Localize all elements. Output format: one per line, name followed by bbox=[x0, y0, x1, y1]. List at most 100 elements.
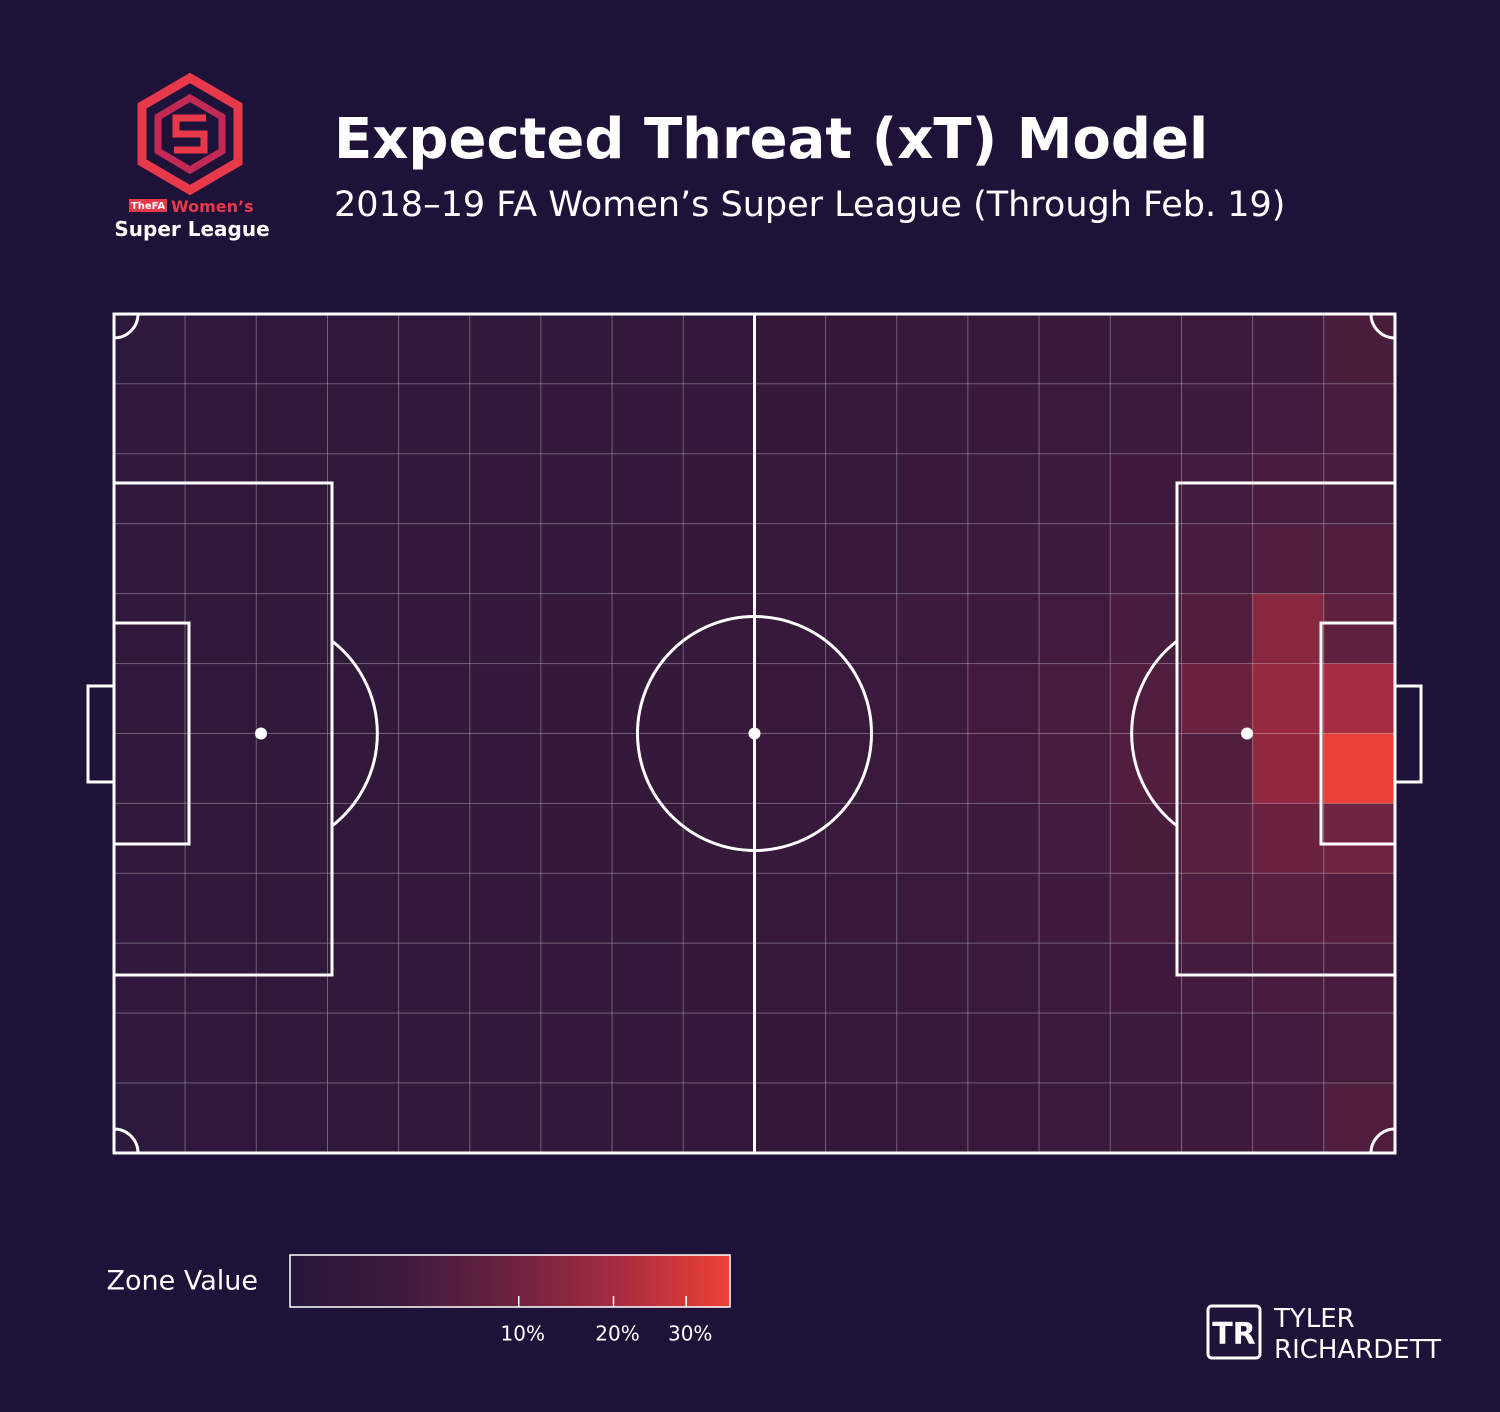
zone-cell bbox=[1109, 942, 1183, 1014]
zone-cell bbox=[967, 872, 1040, 944]
zone-cell bbox=[398, 593, 471, 665]
zone-cell bbox=[896, 663, 969, 734]
zone-cell bbox=[754, 872, 827, 944]
zone-cell bbox=[682, 1012, 755, 1084]
zone-cell bbox=[469, 802, 542, 874]
zone-cell bbox=[113, 872, 186, 944]
zone-cell bbox=[754, 593, 827, 665]
zone-cell bbox=[1038, 802, 1111, 874]
zone-cell bbox=[967, 313, 1040, 385]
zone-cell bbox=[1252, 593, 1325, 665]
zone-cell bbox=[1109, 523, 1183, 595]
zone-cell bbox=[1252, 663, 1325, 734]
zone-cell bbox=[184, 872, 257, 944]
zone-cell bbox=[1109, 453, 1183, 525]
zone-cell bbox=[327, 523, 400, 595]
zone-cell bbox=[540, 313, 613, 385]
zone-cell bbox=[967, 1012, 1040, 1084]
zone-cell bbox=[611, 523, 684, 595]
zone-cell bbox=[255, 453, 329, 525]
zone-cell bbox=[540, 593, 613, 665]
zone-cell bbox=[1109, 593, 1183, 665]
zone-cell bbox=[540, 383, 613, 455]
zone-cell bbox=[1323, 1082, 1396, 1154]
zone-cell bbox=[327, 1012, 400, 1084]
heatmap bbox=[113, 313, 1396, 1154]
zone-cell bbox=[113, 523, 186, 595]
zone-cell bbox=[1109, 802, 1183, 874]
zone-cell bbox=[754, 523, 827, 595]
zone-cell bbox=[1038, 383, 1111, 455]
zone-cell bbox=[1323, 1012, 1396, 1084]
zone-cell bbox=[825, 523, 898, 595]
zone-cell bbox=[327, 593, 400, 665]
zone-cell bbox=[1038, 593, 1111, 665]
zone-cell bbox=[1038, 663, 1111, 734]
zone-cell bbox=[398, 942, 471, 1014]
zone-cell bbox=[327, 942, 400, 1014]
zone-cell bbox=[754, 383, 827, 455]
zone-cell bbox=[1181, 383, 1254, 455]
zone-cell bbox=[255, 802, 329, 874]
zone-cell bbox=[469, 313, 542, 385]
colorbar-tick-label: 10% bbox=[501, 1322, 545, 1346]
zone-cell bbox=[1038, 453, 1111, 525]
zone-cell bbox=[1323, 733, 1396, 804]
zone-cell bbox=[1181, 1012, 1254, 1084]
zone-cell bbox=[1252, 1012, 1325, 1084]
zone-cell bbox=[896, 942, 969, 1014]
zone-cell bbox=[469, 453, 542, 525]
zone-cell bbox=[1252, 942, 1325, 1014]
zone-cell bbox=[184, 523, 257, 595]
zone-cell bbox=[184, 942, 257, 1014]
zone-cell bbox=[327, 313, 400, 385]
zone-cell bbox=[896, 872, 969, 944]
zone-cell bbox=[1181, 802, 1254, 874]
zone-cell bbox=[327, 802, 400, 874]
zone-cell bbox=[540, 733, 613, 804]
zone-cell bbox=[825, 1012, 898, 1084]
league-text: Super League bbox=[114, 217, 269, 241]
zone-cell bbox=[398, 872, 471, 944]
zone-cell bbox=[255, 1012, 329, 1084]
zone-cell bbox=[682, 593, 755, 665]
zone-cell bbox=[1181, 733, 1254, 804]
zone-cell bbox=[825, 802, 898, 874]
zone-cell bbox=[611, 733, 684, 804]
zone-cell bbox=[398, 383, 471, 455]
zone-cell bbox=[1323, 663, 1396, 734]
zone-cell bbox=[825, 872, 898, 944]
zone-cell bbox=[1323, 383, 1396, 455]
zone-cell bbox=[113, 733, 186, 804]
zone-cell bbox=[1323, 872, 1396, 944]
zone-cell bbox=[1252, 802, 1325, 874]
zone-cell bbox=[113, 942, 186, 1014]
zone-cell bbox=[255, 593, 329, 665]
zone-cell bbox=[611, 1012, 684, 1084]
zone-cell bbox=[682, 313, 755, 385]
zone-cell bbox=[1109, 872, 1183, 944]
zone-cell bbox=[1109, 663, 1183, 734]
zone-cell bbox=[540, 1012, 613, 1084]
zone-cell bbox=[825, 733, 898, 804]
zone-cell bbox=[540, 942, 613, 1014]
zone-cell bbox=[754, 453, 827, 525]
zone-cell bbox=[113, 453, 186, 525]
zone-cell bbox=[896, 593, 969, 665]
zone-cell bbox=[1181, 663, 1254, 734]
zone-cell bbox=[184, 733, 257, 804]
zone-cell bbox=[1109, 733, 1183, 804]
zone-cell bbox=[113, 802, 186, 874]
colorbar-label: Zone Value bbox=[107, 1266, 258, 1297]
zone-cell bbox=[184, 802, 257, 874]
zone-cell bbox=[398, 733, 471, 804]
zone-cell bbox=[327, 872, 400, 944]
zone-cell bbox=[469, 593, 542, 665]
zone-cell bbox=[469, 523, 542, 595]
zone-cell bbox=[113, 383, 186, 455]
chart-title: Expected Threat (xT) Model bbox=[334, 107, 1208, 172]
zone-cell bbox=[611, 802, 684, 874]
zone-cell bbox=[754, 313, 827, 385]
zone-cell bbox=[682, 523, 755, 595]
